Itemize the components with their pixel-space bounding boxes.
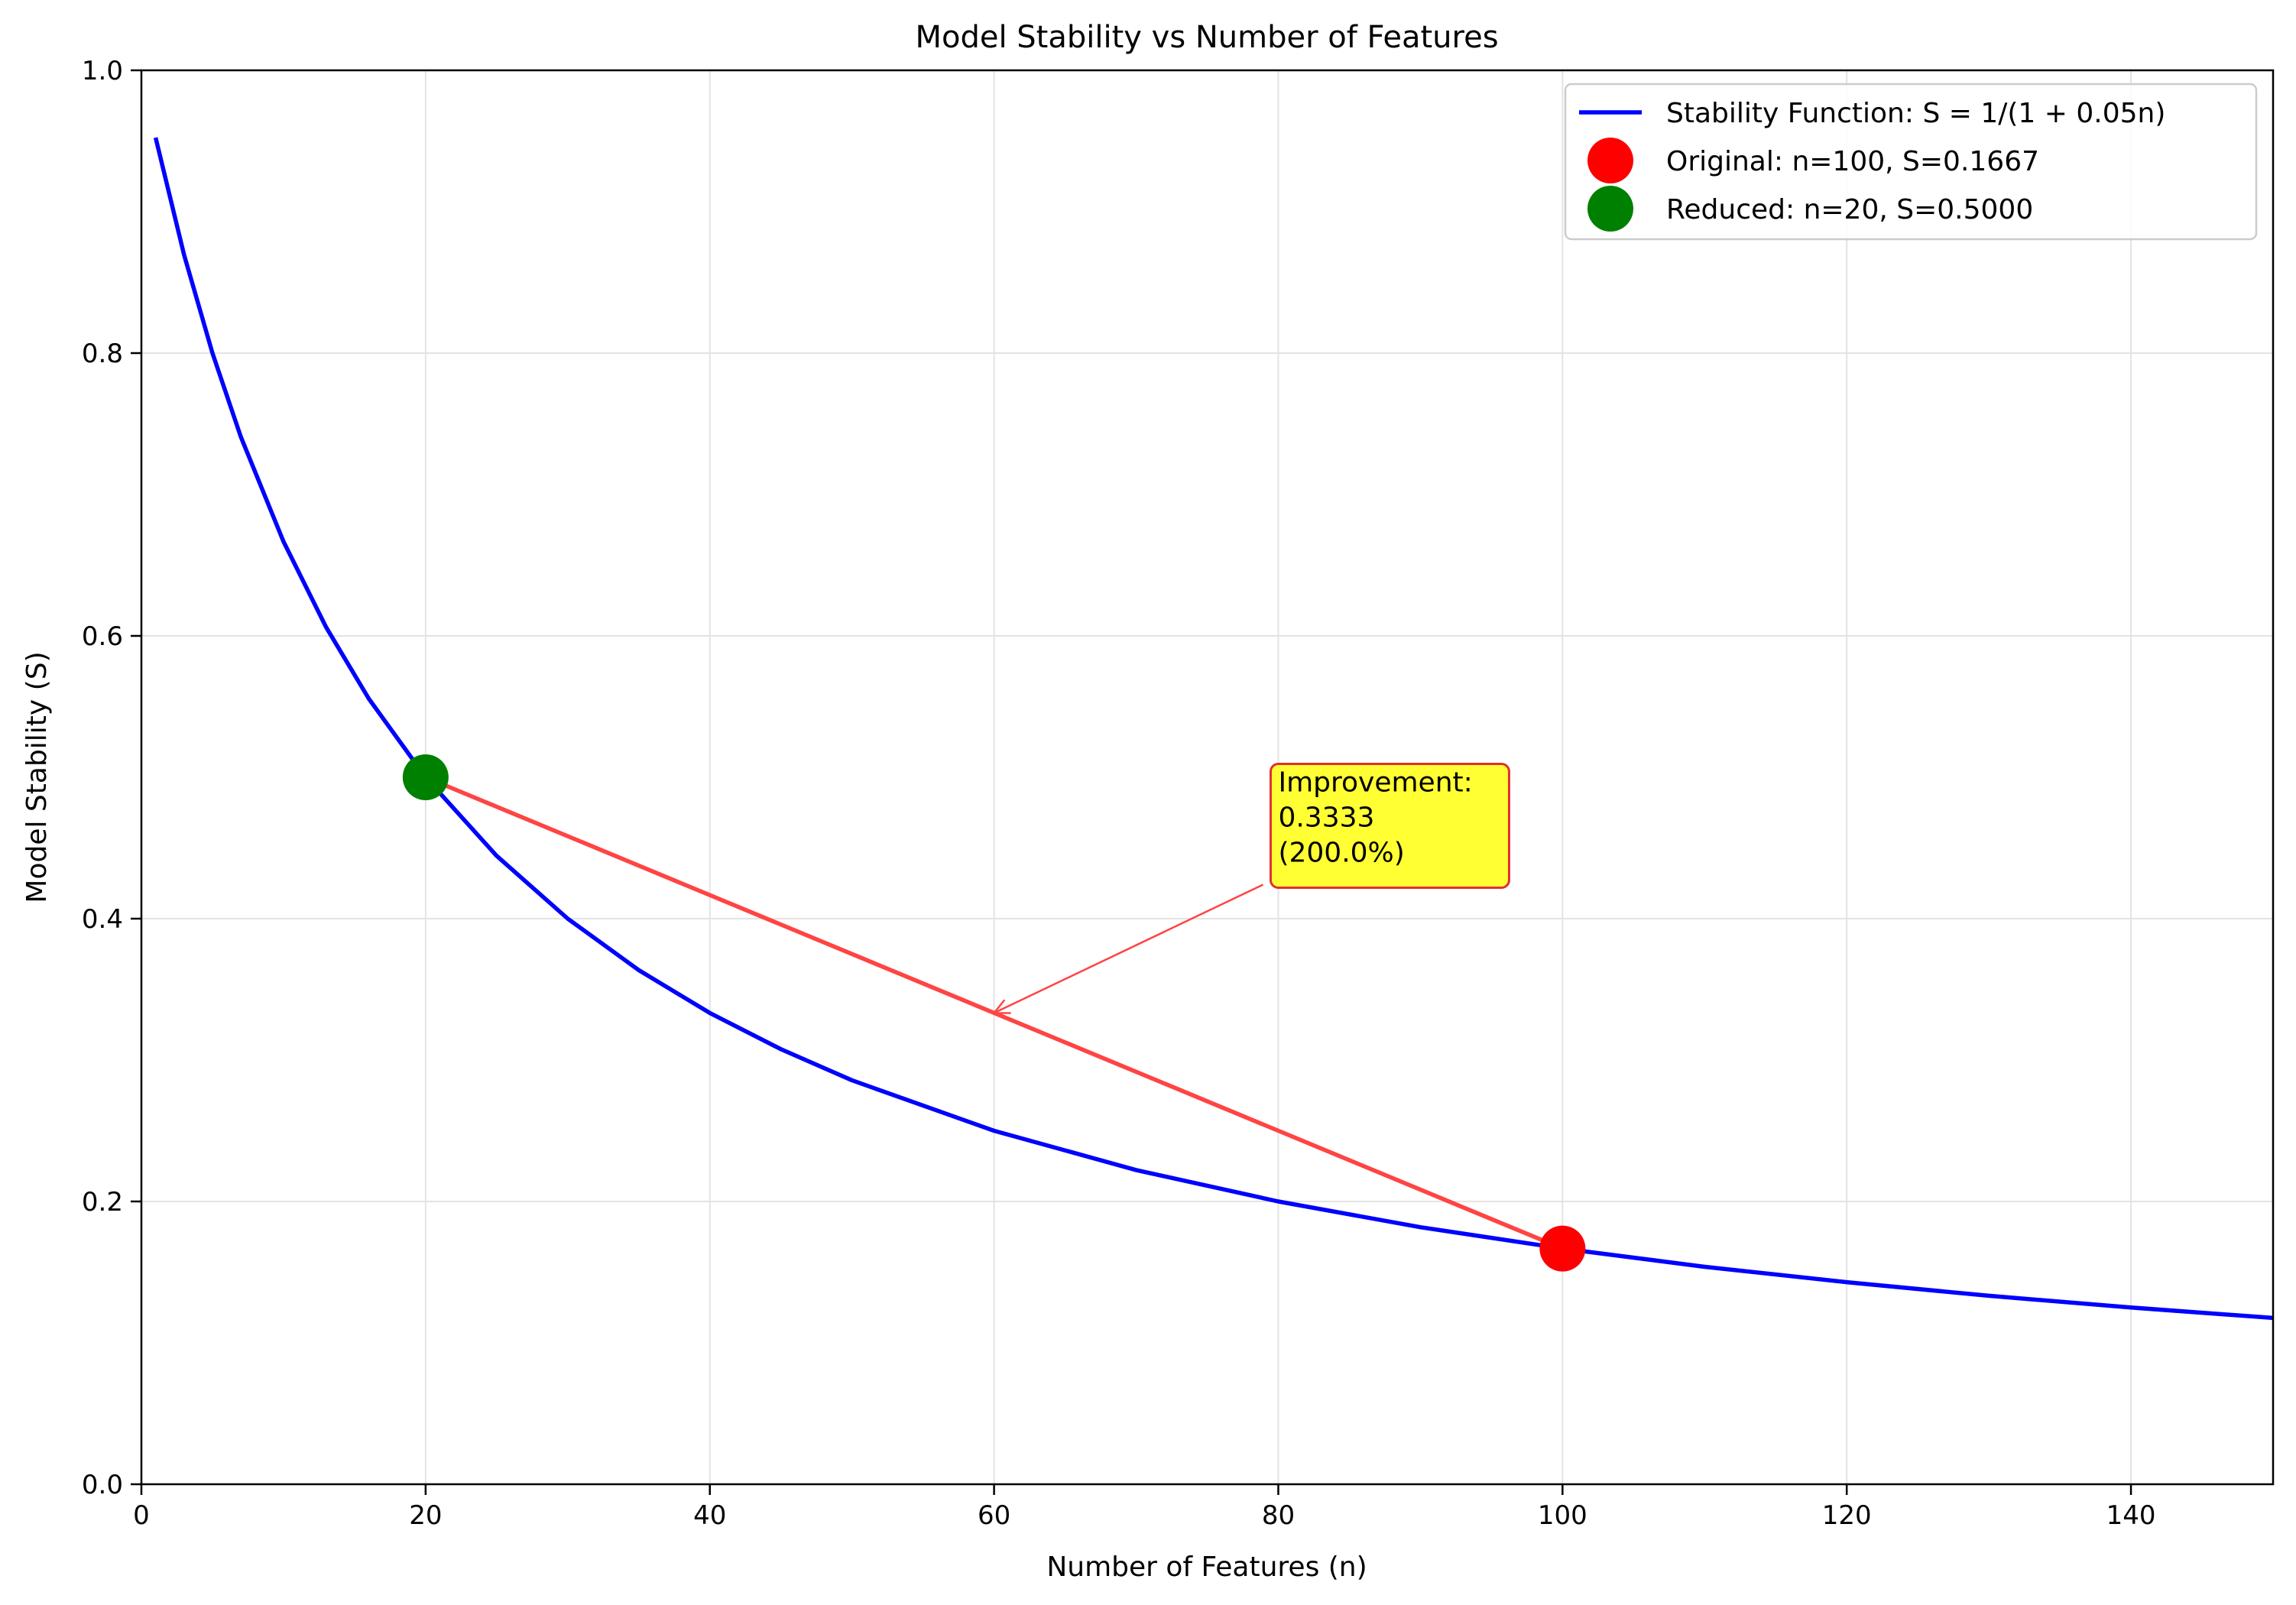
annotation-text: (200.0%) xyxy=(1278,838,1404,869)
y-tick-label: 0.4 xyxy=(82,904,123,935)
annotation-pointer xyxy=(994,884,1264,1014)
points-layer xyxy=(402,754,1586,1272)
reduced-point xyxy=(402,754,449,800)
legend: Stability Function: S = 1/(1 + 0.05n) Ori… xyxy=(1564,83,2258,241)
x-axis-label: Number of Features (n) xyxy=(1046,1552,1367,1583)
original-point xyxy=(1539,1225,1586,1272)
y-tick-label: 0.2 xyxy=(82,1187,123,1218)
annotation-box xyxy=(1269,763,1510,889)
legend-swatch-point xyxy=(1587,138,1633,183)
x-tick-label: 80 xyxy=(1262,1500,1295,1531)
annotation: Improvement:0.3333 (200.0%) xyxy=(992,763,1510,1014)
x-tick-label: 40 xyxy=(693,1500,726,1531)
series-layer xyxy=(153,137,2273,1321)
y-tick-label: 0.6 xyxy=(82,621,123,652)
x-tick-label: 60 xyxy=(978,1500,1010,1531)
series-line-stability xyxy=(153,137,2273,1321)
legend-label: Original: n=100, S=0.1667 xyxy=(1666,146,2039,177)
legend-label: Stability Function: S = 1/(1 + 0.05n) xyxy=(1666,98,2165,129)
axis-ticks: 0 20 40 60 80 100 120 140 0.0 0.2 0.4 0.6 0.8 1.0 xyxy=(82,56,2156,1531)
plot-frame xyxy=(140,69,2275,1486)
legend-label: Reduced: n=20, S=0.5000 xyxy=(1666,194,2033,225)
y-tick-label: 1.0 xyxy=(82,56,123,86)
legend-swatch-point xyxy=(1587,186,1633,232)
annotation-text: 0.3333 xyxy=(1278,802,1374,834)
x-tick-label: 140 xyxy=(2106,1500,2156,1531)
x-tick-label: 120 xyxy=(1822,1500,1872,1531)
x-tick-label: 0 xyxy=(133,1500,150,1531)
x-tick-label: 100 xyxy=(1538,1500,1587,1531)
chart-title: Model Stability vs Number of Features xyxy=(915,20,1498,55)
annotation-pointer-head xyxy=(992,999,1011,1014)
legend-box xyxy=(1564,83,2258,241)
x-tick-label: 20 xyxy=(409,1500,442,1531)
y-tick-label: 0.0 xyxy=(82,1470,123,1500)
y-tick-label: 0.8 xyxy=(82,339,123,369)
y-axis-label: Model Stability (S) xyxy=(21,651,53,903)
annotation-text: Improvement: xyxy=(1278,767,1472,799)
